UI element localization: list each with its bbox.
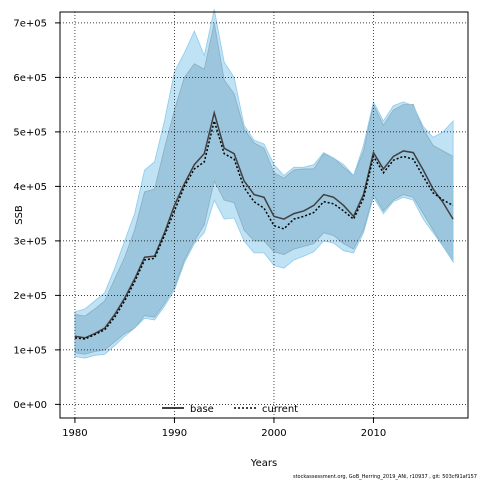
grid-lines	[60, 12, 468, 418]
legend-current-label: current	[262, 404, 298, 415]
y-tick-label: 7e+05	[13, 18, 47, 29]
y-tick-label: 6e+05	[13, 73, 47, 84]
y-tick-label: 3e+05	[13, 236, 47, 247]
x-tick-label: 1990	[162, 428, 187, 439]
y-tick-label: 2e+05	[13, 291, 47, 302]
x-axis: 1980 1990 2000 2010	[62, 418, 386, 439]
band-current	[74, 9, 454, 359]
y-tick-label: 5e+05	[13, 127, 47, 138]
line-base	[74, 109, 454, 339]
legend: base current	[162, 404, 298, 415]
legend-base-label: base	[190, 404, 214, 415]
y-tick-label: 1e+05	[13, 345, 47, 356]
x-tick-label: 1980	[62, 428, 87, 439]
y-axis-title: SSB	[14, 205, 25, 225]
y-axis: 0e+00 1e+05 2e+05 3e+05 4e+05 5e+05 6e+05 7e+05	[13, 18, 60, 411]
y-tick-label: 4e+05	[13, 182, 47, 193]
plot-frame	[59, 11, 469, 419]
series-lines	[74, 109, 454, 340]
x-axis-title: Years	[250, 458, 277, 469]
x-tick-label: 2010	[361, 428, 386, 439]
line-current	[74, 118, 454, 340]
x-tick-label: 2000	[261, 428, 286, 439]
y-tick-label: 0e+00	[13, 400, 47, 411]
footer-note: stockassessment.org, GoB_Herring_2019_AN…	[293, 474, 477, 480]
confidence-bands	[74, 9, 454, 359]
